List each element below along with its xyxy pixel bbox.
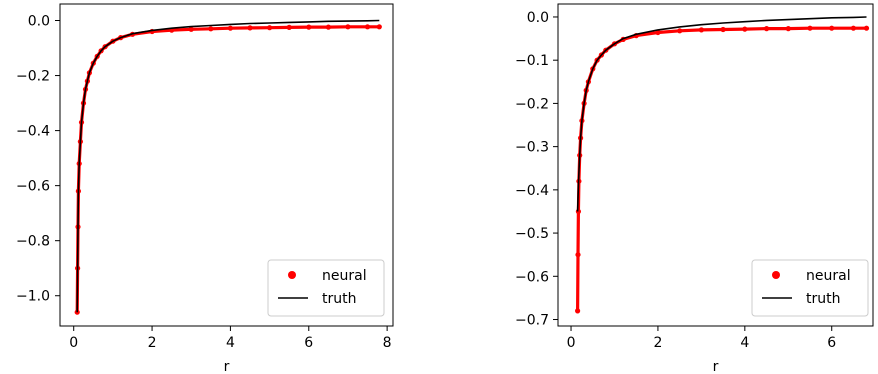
neural-point [376,24,382,30]
x-tick-label: 6 [304,335,313,351]
neural-point [742,26,748,32]
neural-point [575,252,581,258]
neural-point [720,26,726,33]
series-truth [76,19,380,313]
x-tick-label: 6 [827,335,836,351]
neural-point [306,24,312,30]
neural-point [188,26,194,32]
x-tick-label: 0 [69,335,78,351]
neural-point [677,28,683,34]
legend-box [267,259,385,317]
neural-point [764,26,770,32]
chart-right: 0 2 4 6 0.0 −0.1 −0.2 −0.3 −0.4 −0.5 −0.6 −0.7 r neur… [515,3,874,374]
legend-truth-label: truth [806,291,840,307]
y-tick-label: 0.0 [527,10,549,26]
truth-line [576,16,867,212]
series-truth [576,16,867,212]
legend-neural-marker [288,271,296,279]
x-tick-label: 2 [148,335,157,351]
axes-frame [557,3,874,327]
x-axis-label: r [713,359,719,374]
plot-area [575,16,870,314]
x-tick-label: 2 [653,335,662,351]
neural-point [286,24,292,30]
y-tick-label: −0.2 [515,96,549,112]
neural-point [829,25,835,31]
legend-truth-label: truth [322,291,356,307]
truth-line [76,19,380,313]
y-tick-label: 0.0 [28,14,50,30]
neural-point [247,25,253,31]
legend-neural-marker [772,271,780,279]
neural-point [655,29,661,36]
neural-point [227,25,233,31]
neural-point [325,24,331,30]
x-tick-label: 0 [567,335,576,351]
neural-point [345,24,351,30]
plot-area [74,19,382,315]
legend: neural truth [267,259,385,317]
chart-left: 0 2 4 6 8 0.0 −0.2 −0.4 −0.6 −0.8 −1.0 r neural truth [16,3,394,374]
x-axis-label: r [224,359,230,374]
axes-frame [59,3,394,327]
legend: neural truth [751,259,869,317]
legend-box [751,259,869,317]
neural-point [267,25,273,31]
neural-point [807,25,813,31]
y-tick-label: −0.6 [16,179,50,195]
y-tick-label: −0.6 [515,269,549,285]
x-tick-label: 8 [383,335,392,351]
y-tick-label: −0.5 [515,226,549,242]
neural-point [850,25,857,31]
neural-point [785,26,791,32]
y-tick-label: −0.4 [515,183,549,199]
x-tick-label: 4 [740,335,749,351]
y-tick-label: −0.3 [515,140,549,156]
neural-point [208,26,214,32]
y-tick-label: −0.1 [515,53,549,69]
legend-neural-label: neural [806,268,851,284]
x-tick-label: 4 [226,335,235,351]
y-tick-label: −0.7 [515,313,549,329]
y-tick-label: −0.4 [16,124,50,140]
y-tick-label: −0.8 [16,234,50,250]
legend-neural-label: neural [322,268,367,284]
neural-point [364,24,371,30]
neural-point [863,25,870,31]
neural-point [698,27,705,33]
y-tick-label: −1.0 [16,289,50,305]
neural-point [575,308,581,314]
y-tick-label: −0.2 [16,69,50,85]
